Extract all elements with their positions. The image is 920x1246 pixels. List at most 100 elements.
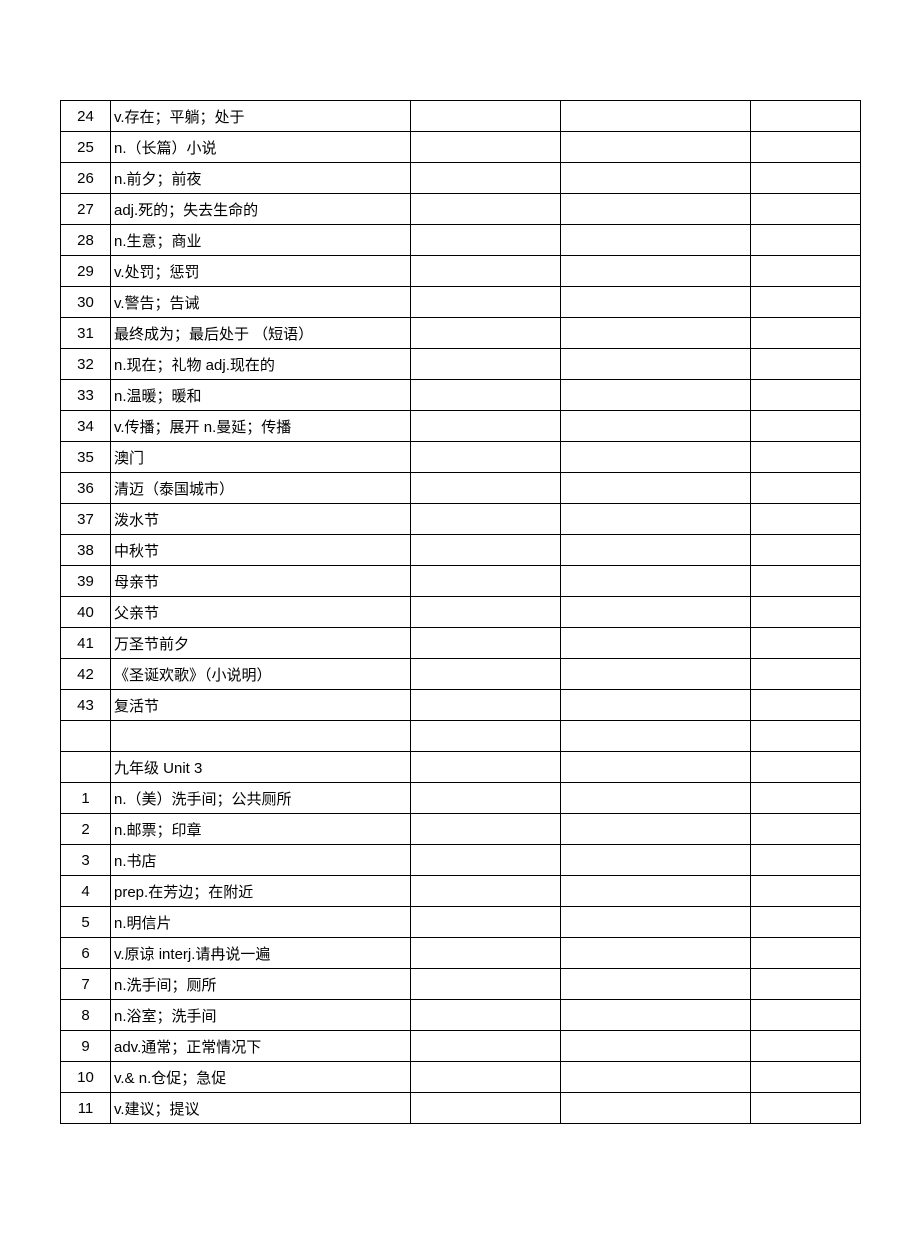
table-row: 35澳门 bbox=[61, 442, 861, 473]
blank-cell bbox=[561, 163, 751, 194]
row-number: 3 bbox=[61, 845, 111, 876]
table-row: 3n.书店 bbox=[61, 845, 861, 876]
row-number: 30 bbox=[61, 287, 111, 318]
blank-cell bbox=[751, 1093, 861, 1124]
row-text: n.（长篇）小说 bbox=[111, 132, 411, 163]
row-number: 4 bbox=[61, 876, 111, 907]
table-row: 30v.警告；告诫 bbox=[61, 287, 861, 318]
blank-cell bbox=[751, 318, 861, 349]
blank-cell bbox=[411, 473, 561, 504]
blank-cell bbox=[411, 194, 561, 225]
blank-cell bbox=[561, 101, 751, 132]
blank-cell bbox=[561, 814, 751, 845]
table-row: 29v.处罚；惩罚 bbox=[61, 256, 861, 287]
row-number: 34 bbox=[61, 411, 111, 442]
blank-cell bbox=[411, 101, 561, 132]
blank-cell bbox=[751, 101, 861, 132]
blank-cell bbox=[411, 318, 561, 349]
blank-cell bbox=[561, 349, 751, 380]
row-text: 母亲节 bbox=[111, 566, 411, 597]
row-text: n.浴室；洗手间 bbox=[111, 1000, 411, 1031]
row-text: 中秋节 bbox=[111, 535, 411, 566]
row-text: n.现在；礼物 adj.现在的 bbox=[111, 349, 411, 380]
blank-cell bbox=[411, 659, 561, 690]
row-text: v.警告；告诫 bbox=[111, 287, 411, 318]
row-text: 最终成为；最后处于 （短语） bbox=[111, 318, 411, 349]
row-text: 九年级 Unit 3 bbox=[111, 752, 411, 783]
blank-cell bbox=[411, 256, 561, 287]
table-row: 9adv.通常；正常情况下 bbox=[61, 1031, 861, 1062]
blank-cell bbox=[411, 628, 561, 659]
blank-cell bbox=[751, 132, 861, 163]
row-number: 24 bbox=[61, 101, 111, 132]
blank-cell bbox=[561, 132, 751, 163]
row-number: 1 bbox=[61, 783, 111, 814]
blank-cell bbox=[751, 473, 861, 504]
blank-cell bbox=[561, 194, 751, 225]
row-text: 澳门 bbox=[111, 442, 411, 473]
table-row: 11v.建议；提议 bbox=[61, 1093, 861, 1124]
blank-cell bbox=[411, 721, 561, 752]
row-number: 9 bbox=[61, 1031, 111, 1062]
row-text: v.建议；提议 bbox=[111, 1093, 411, 1124]
table-row: 41万圣节前夕 bbox=[61, 628, 861, 659]
blank-cell bbox=[751, 845, 861, 876]
blank-cell bbox=[411, 287, 561, 318]
blank-cell bbox=[751, 1062, 861, 1093]
row-text: n.邮票；印章 bbox=[111, 814, 411, 845]
table-row: 4prep.在芳边；在附近 bbox=[61, 876, 861, 907]
table-row: 10v.& n.仓促；急促 bbox=[61, 1062, 861, 1093]
blank-cell bbox=[411, 876, 561, 907]
blank-cell bbox=[561, 256, 751, 287]
row-number: 42 bbox=[61, 659, 111, 690]
row-text: 清迈（泰国城市） bbox=[111, 473, 411, 504]
blank-cell bbox=[751, 721, 861, 752]
row-number bbox=[61, 752, 111, 783]
row-number bbox=[61, 721, 111, 752]
row-text: n.明信片 bbox=[111, 907, 411, 938]
blank-cell bbox=[411, 907, 561, 938]
row-text: 万圣节前夕 bbox=[111, 628, 411, 659]
table-row: 7n.洗手间；厕所 bbox=[61, 969, 861, 1000]
row-number: 36 bbox=[61, 473, 111, 504]
blank-cell bbox=[751, 163, 861, 194]
blank-cell bbox=[561, 225, 751, 256]
row-text: v.处罚；惩罚 bbox=[111, 256, 411, 287]
blank-cell bbox=[561, 566, 751, 597]
blank-cell bbox=[411, 349, 561, 380]
row-number: 8 bbox=[61, 1000, 111, 1031]
row-number: 11 bbox=[61, 1093, 111, 1124]
blank-cell bbox=[561, 845, 751, 876]
row-number: 40 bbox=[61, 597, 111, 628]
blank-cell bbox=[751, 938, 861, 969]
blank-cell bbox=[561, 659, 751, 690]
table-row: 28n.生意；商业 bbox=[61, 225, 861, 256]
table-row: 九年级 Unit 3 bbox=[61, 752, 861, 783]
table-row: 38中秋节 bbox=[61, 535, 861, 566]
row-text: n.生意；商业 bbox=[111, 225, 411, 256]
blank-cell bbox=[411, 845, 561, 876]
row-text: 泼水节 bbox=[111, 504, 411, 535]
row-number: 43 bbox=[61, 690, 111, 721]
table-row: 27adj.死的；失去生命的 bbox=[61, 194, 861, 225]
row-number: 27 bbox=[61, 194, 111, 225]
row-number: 39 bbox=[61, 566, 111, 597]
row-text: v.传播；展开 n.曼延；传播 bbox=[111, 411, 411, 442]
row-text: adj.死的；失去生命的 bbox=[111, 194, 411, 225]
blank-cell bbox=[411, 814, 561, 845]
row-number: 5 bbox=[61, 907, 111, 938]
blank-cell bbox=[411, 1031, 561, 1062]
row-number: 32 bbox=[61, 349, 111, 380]
table-row: 39母亲节 bbox=[61, 566, 861, 597]
row-text: adv.通常；正常情况下 bbox=[111, 1031, 411, 1062]
blank-cell bbox=[751, 349, 861, 380]
blank-cell bbox=[561, 318, 751, 349]
blank-cell bbox=[751, 287, 861, 318]
blank-cell bbox=[561, 597, 751, 628]
row-number: 29 bbox=[61, 256, 111, 287]
table-row: 34v.传播；展开 n.曼延；传播 bbox=[61, 411, 861, 442]
row-text: n.前夕；前夜 bbox=[111, 163, 411, 194]
row-text bbox=[111, 721, 411, 752]
row-text: 《圣诞欢歌》（小说明） bbox=[111, 659, 411, 690]
blank-cell bbox=[751, 907, 861, 938]
